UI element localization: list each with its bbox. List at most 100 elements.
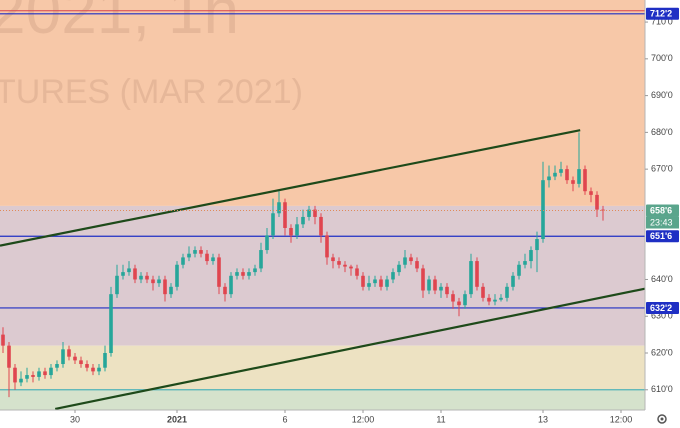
candle-body — [487, 297, 491, 302]
last-price-label: 658'6 — [650, 205, 672, 215]
candle-body — [433, 279, 437, 291]
candle-body — [511, 275, 515, 287]
candle-body — [61, 349, 65, 365]
candle-body — [313, 209, 317, 217]
countdown-bg — [646, 216, 679, 229]
x-tick-label: 30 — [70, 414, 80, 424]
candle-body — [577, 169, 581, 184]
candle-body — [559, 169, 563, 173]
level-label: 712'2 — [650, 9, 672, 19]
candle-body — [565, 169, 569, 181]
zone — [0, 345, 645, 390]
candle-body — [79, 360, 83, 365]
x-tick-label: 13 — [538, 414, 548, 424]
candle-body — [283, 202, 287, 228]
candle-body — [241, 272, 245, 276]
trend-line — [0, 129, 581, 247]
candle-body — [403, 257, 407, 265]
candle-body — [553, 172, 557, 177]
candle-body — [139, 275, 143, 280]
candle-body — [67, 349, 71, 357]
candle-body — [571, 180, 575, 184]
candle-body — [385, 279, 389, 287]
watermark-title: 2021, 1h — [0, 0, 239, 47]
candle-body — [331, 257, 335, 262]
candle-body — [163, 279, 167, 295]
candle-body — [391, 272, 395, 280]
level-label: 651'6 — [650, 231, 672, 241]
candle-body — [145, 275, 149, 280]
candle-body — [229, 275, 233, 295]
candle-body — [547, 176, 551, 181]
candle-body — [367, 283, 371, 287]
y-tick-label: 680'0 — [651, 127, 673, 137]
candle-body — [355, 268, 359, 276]
candle-body — [337, 261, 341, 265]
candle-body — [247, 272, 251, 276]
x-tick-label: 6 — [282, 414, 287, 424]
candle-body — [109, 294, 113, 354]
candle-body — [277, 202, 281, 214]
zones — [0, 0, 645, 410]
candle-body — [205, 253, 209, 262]
candle-body — [541, 180, 545, 240]
candle-body — [1, 334, 5, 346]
candle-body — [493, 299, 497, 302]
candle-body — [133, 268, 137, 280]
settings-icon[interactable] — [657, 414, 667, 424]
candle-body — [235, 272, 239, 276]
zone — [0, 0, 645, 206]
candle-body — [91, 367, 95, 372]
candle-body — [259, 250, 263, 269]
candle-body — [439, 286, 443, 291]
candle-body — [199, 250, 203, 254]
y-tick-label: 610'0 — [651, 384, 673, 394]
candle-body — [499, 297, 503, 300]
gear-center[interactable] — [660, 417, 664, 421]
candle-body — [529, 250, 533, 262]
candle-body — [115, 275, 119, 295]
candle-body — [253, 268, 257, 273]
candle-body — [295, 224, 299, 236]
candle-body — [13, 367, 17, 383]
watermark-subtitle: TURES (MAR 2021) — [0, 73, 303, 111]
candle-body — [505, 286, 509, 298]
candle-body — [451, 294, 455, 302]
y-tick-label: 630'0 — [651, 311, 673, 321]
candle-body — [307, 209, 311, 217]
y-tick-label: 670'0 — [651, 164, 673, 174]
candle-body — [103, 353, 107, 368]
candle-body — [55, 364, 59, 368]
candle-body — [469, 261, 473, 295]
x-tick-label: 12:00 — [352, 414, 375, 424]
candle-body — [379, 279, 383, 287]
candle-body — [265, 235, 269, 251]
candle-body — [595, 194, 599, 210]
candle-body — [7, 345, 11, 368]
x-tick-label: 12:00 — [610, 414, 633, 424]
y-tick-label: 710'0 — [651, 16, 673, 26]
candle-body — [421, 268, 425, 291]
x-tick-label: 2021 — [167, 414, 187, 424]
candle-body — [19, 378, 23, 383]
candle-body — [85, 364, 89, 368]
candle-body — [31, 375, 35, 377]
x-tick-label: 11 — [436, 414, 445, 424]
candle-body — [589, 191, 593, 195]
candle-body — [325, 235, 329, 258]
y-tick-label: 700'0 — [651, 53, 673, 63]
candle-body — [397, 264, 401, 273]
candle-body — [457, 301, 461, 306]
candle-body — [523, 261, 527, 265]
level-label-bg — [646, 230, 679, 243]
candle-body — [583, 169, 587, 192]
time-axis — [0, 410, 680, 428]
candle-body — [289, 227, 293, 236]
level-label-bg — [646, 7, 679, 20]
candle-body — [517, 264, 521, 276]
candle-body — [49, 367, 53, 376]
gear[interactable] — [657, 414, 667, 424]
candle-body — [193, 250, 197, 254]
level-label: 632'2 — [650, 303, 672, 313]
